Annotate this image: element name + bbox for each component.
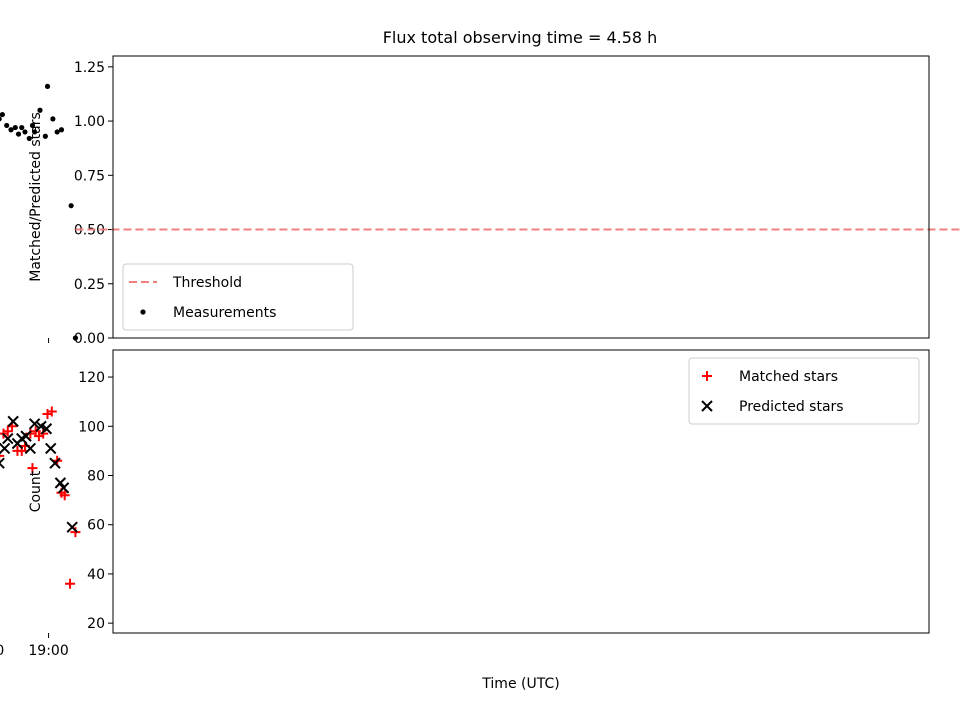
matched-star-point <box>70 527 81 538</box>
matched-star-point <box>25 428 36 439</box>
y-tick-label: 1.00 <box>74 114 105 130</box>
axes-frame <box>112 349 930 634</box>
predicted-star-point <box>45 442 57 455</box>
count-panel: 2040608010012019:0020:0021:0022:0023:000… <box>0 349 930 692</box>
measurement-point <box>0 116 2 122</box>
x-tick-label: 19:00 <box>28 643 68 659</box>
measurement-point <box>15 131 22 137</box>
measurement-point <box>42 133 48 139</box>
measurement-point <box>72 335 79 341</box>
y-axis-label: Count <box>28 470 44 512</box>
y-tick-label: 20 <box>87 616 105 632</box>
legend: Threshold Measurements <box>122 263 354 331</box>
measurement-point <box>0 111 6 118</box>
measurement-point <box>50 116 56 122</box>
measurement-point <box>19 124 25 131</box>
y-tick-label: 100 <box>78 419 105 435</box>
predicted-star-point <box>28 418 41 430</box>
predicted-star-point <box>66 521 78 533</box>
legend-matched-swatch <box>702 371 712 381</box>
measurement-point <box>58 127 65 133</box>
measurement-point <box>37 107 43 113</box>
measurement-point <box>26 135 32 142</box>
measurement-point <box>8 127 14 133</box>
measurement-point <box>29 122 36 129</box>
predicted-star-point <box>24 442 37 455</box>
measurement-point <box>4 122 10 129</box>
predicted-star-point <box>57 482 70 494</box>
legend-label: Matched stars <box>739 369 838 385</box>
measurement-point <box>12 124 18 131</box>
measurement-point <box>44 83 51 89</box>
legend-predicted-swatch <box>701 400 713 412</box>
y-tick-label: 0.25 <box>74 277 105 293</box>
matched-star-point <box>65 578 76 589</box>
matched-star-point <box>12 445 23 456</box>
legend-box <box>122 263 354 331</box>
y-tick-label: 0.00 <box>74 331 105 347</box>
matched-star-point <box>30 426 41 437</box>
legend-box <box>688 357 920 425</box>
measurement-point <box>32 129 38 135</box>
legend-label: Threshold <box>172 275 242 291</box>
legend: Matched stars Predicted stars <box>688 357 920 425</box>
predicted-star-point <box>11 437 24 450</box>
legend-label: Measurements <box>173 305 276 321</box>
x-axis-label: Time (UTC) <box>481 676 559 692</box>
ratio-panel: 0.000.250.500.751.001.25Matched/Predicte… <box>0 55 960 347</box>
y-tick-label: 80 <box>87 469 105 485</box>
predicted-star-point <box>35 420 47 432</box>
measurement-point <box>68 203 74 209</box>
predicted-star-point <box>0 442 11 455</box>
matched-star-point <box>42 408 53 419</box>
predicted-star-point <box>7 415 19 428</box>
measurement-point <box>22 129 28 135</box>
predicted-star-point <box>0 457 5 469</box>
predicted-star-point <box>54 477 67 489</box>
y-tick-label: 40 <box>87 567 105 583</box>
matched-star-point <box>0 450 5 461</box>
y-axis-label: Matched/Predicted stars <box>28 112 44 282</box>
chart-title: Flux total observing time = 4.58 h <box>383 28 658 47</box>
matched-star-point <box>27 463 38 474</box>
axes-frame <box>112 55 930 339</box>
legend-measurement-swatch <box>140 309 146 315</box>
legend-label: Predicted stars <box>739 399 844 415</box>
measurement-point <box>54 129 60 135</box>
y-tick-label: 1.25 <box>74 60 105 76</box>
y-tick-label: 0.75 <box>74 168 105 184</box>
y-tick-label: 60 <box>87 518 105 534</box>
predicted-star-point <box>49 457 61 469</box>
x-tick-label: 20:00 <box>0 643 4 659</box>
predicted-star-point <box>2 432 14 445</box>
y-tick-label: 120 <box>78 370 105 386</box>
